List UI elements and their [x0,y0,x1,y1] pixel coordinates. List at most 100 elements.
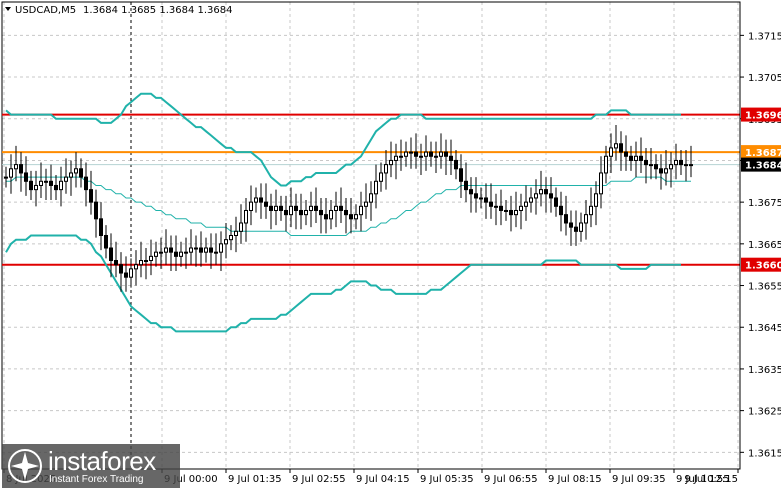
candle-body [144,260,148,263]
level-label-intermediate-bg [741,145,781,160]
candle-body [29,180,33,191]
candle-body [149,255,153,262]
candle-body [34,184,38,191]
x-tick-label: 9 Jul 04:15 [356,474,410,485]
instaforex-watermark: instaforex Instant Forex Trading [2,444,180,488]
header-dropdown-icon [5,7,11,11]
candle-body [174,251,178,257]
x-tick-label: 9 Jul 00:00 [164,474,218,485]
candle-body [69,172,73,178]
candle-body [449,155,453,161]
plot-frame [1,1,741,470]
candle-body [394,155,398,161]
candle-body [624,151,628,157]
symbol-label: USDCAD,M5 [15,5,76,16]
candle-body [224,239,228,245]
candle-body [674,159,678,166]
candle-body [274,205,278,211]
candle-body [399,155,403,158]
level-label-resistance: 1.3696 [745,111,781,122]
candle-body [484,197,488,203]
candle-body [79,168,83,178]
x-tick-label: 9 Jul 09:35 [612,474,666,485]
candles [4,125,693,292]
candle-body [289,205,293,216]
candle-body [119,264,123,274]
x-tick-label: 9 Jul 02:55 [292,474,346,485]
level-label-support-bg [741,257,781,272]
candle-body [334,205,338,211]
candle-body [39,180,43,186]
candle-body [679,159,683,166]
candle-body [564,214,568,224]
candle-body [19,164,23,174]
candle-body [14,164,18,170]
candle-body [259,197,263,203]
candle-body [74,168,78,174]
candle-body [414,151,418,157]
candle-body [239,222,243,232]
candle-body [104,235,108,249]
candle-body [329,209,333,220]
candle-body [354,214,358,220]
candle-body [314,205,318,211]
candle-body [44,180,48,183]
candle-body [109,247,113,262]
candle-body [419,155,423,158]
candle-body [444,151,448,157]
candle-body [604,155,608,174]
candle-body [634,155,638,161]
candle-body [164,247,168,253]
candle-body [654,164,658,170]
candle-body [124,272,128,278]
candle-body [489,201,493,207]
candle-body [249,201,253,211]
candle-body [64,176,68,182]
y-tick-label: 1.3635 [748,365,781,376]
candle-body [254,197,258,203]
candle-body [154,251,158,257]
candle-body [339,205,343,211]
candle-body [59,180,63,191]
candle-body [214,251,218,254]
candle-body [4,176,8,179]
candle-body [594,193,598,207]
candle-body [539,189,543,195]
candle-body [409,151,413,154]
candle-body [504,209,508,212]
level-label-support: 1.3660 [745,261,781,272]
level-label-intermediate: 1.3687 [745,148,781,159]
candle-body [574,226,578,232]
candle-body [464,180,468,191]
candle-body [204,247,208,253]
candle-body [559,205,563,216]
candle-body [199,247,203,253]
candle-body [94,201,98,220]
candle-body [599,172,603,195]
candle-body [54,184,58,191]
candle-body [134,264,138,270]
candle-body [459,168,463,182]
candle-body [359,205,363,216]
candle-body [284,209,288,216]
candle-body [519,205,523,211]
grid [2,2,740,469]
upper-bollinger-band [5,92,681,187]
candle-body [524,201,528,207]
candle-body [89,189,93,203]
candle-body [84,176,88,191]
candle-body [319,209,323,216]
candle-body [584,214,588,224]
y-tick-label: 1.3675 [748,198,781,209]
candle-body [309,205,313,211]
instaforex-logo-icon [8,449,42,483]
candle-body [209,247,213,253]
current-price-label-bg [741,157,781,172]
x-tick-label: 9 Jul 01:35 [228,474,282,485]
candle-body [614,143,618,149]
candle-body [324,214,328,220]
y-tick-label: 1.3715 [748,31,781,42]
candle-body [49,180,53,186]
